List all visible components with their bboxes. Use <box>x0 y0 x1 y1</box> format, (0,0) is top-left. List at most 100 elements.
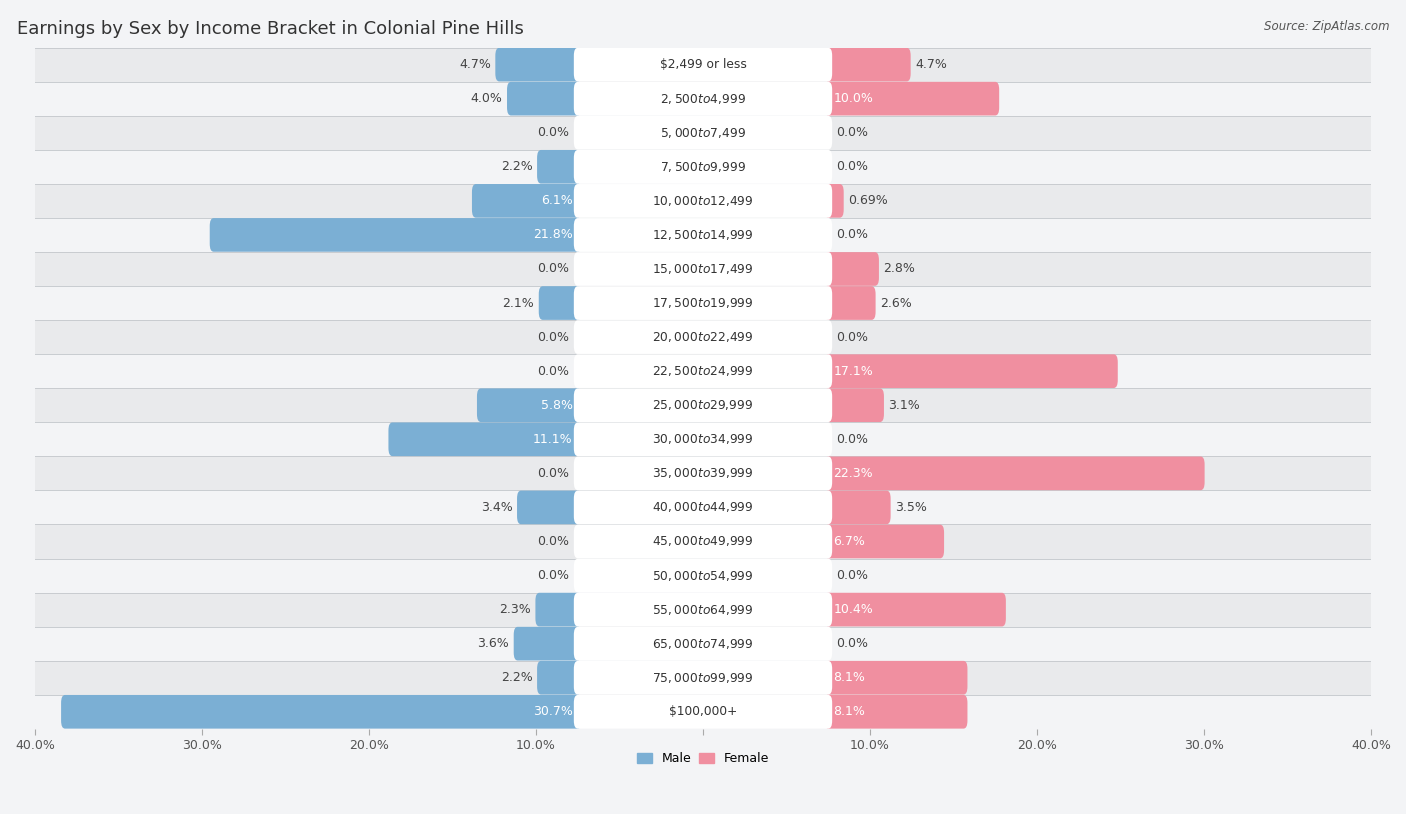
FancyBboxPatch shape <box>574 388 832 422</box>
FancyBboxPatch shape <box>35 695 1371 729</box>
FancyBboxPatch shape <box>209 218 582 252</box>
FancyBboxPatch shape <box>574 491 832 524</box>
Text: Source: ZipAtlas.com: Source: ZipAtlas.com <box>1264 20 1389 33</box>
Text: 30.7%: 30.7% <box>533 705 572 718</box>
FancyBboxPatch shape <box>35 218 1371 252</box>
FancyBboxPatch shape <box>35 661 1371 695</box>
FancyBboxPatch shape <box>60 695 582 729</box>
Text: 2.6%: 2.6% <box>880 296 911 309</box>
FancyBboxPatch shape <box>574 184 832 217</box>
FancyBboxPatch shape <box>35 286 1371 320</box>
Text: Earnings by Sex by Income Bracket in Colonial Pine Hills: Earnings by Sex by Income Bracket in Col… <box>17 20 524 38</box>
Text: $20,000 to $22,499: $20,000 to $22,499 <box>652 330 754 344</box>
FancyBboxPatch shape <box>35 320 1371 354</box>
FancyBboxPatch shape <box>574 82 832 116</box>
FancyBboxPatch shape <box>574 354 832 388</box>
FancyBboxPatch shape <box>824 457 1205 490</box>
Text: $100,000+: $100,000+ <box>669 705 737 718</box>
Text: 0.0%: 0.0% <box>537 467 569 479</box>
FancyBboxPatch shape <box>517 491 582 524</box>
FancyBboxPatch shape <box>35 47 1371 81</box>
Text: 3.1%: 3.1% <box>889 399 920 412</box>
Text: $35,000 to $39,999: $35,000 to $39,999 <box>652 466 754 480</box>
Text: 0.0%: 0.0% <box>837 637 869 650</box>
Text: $25,000 to $29,999: $25,000 to $29,999 <box>652 398 754 412</box>
Text: 2.8%: 2.8% <box>883 262 915 275</box>
FancyBboxPatch shape <box>538 287 582 320</box>
FancyBboxPatch shape <box>574 48 832 81</box>
Text: 10.0%: 10.0% <box>834 92 873 105</box>
Text: 0.0%: 0.0% <box>837 126 869 139</box>
Text: 21.8%: 21.8% <box>533 229 572 242</box>
Text: $22,500 to $24,999: $22,500 to $24,999 <box>652 364 754 379</box>
FancyBboxPatch shape <box>574 150 832 184</box>
Text: $12,500 to $14,999: $12,500 to $14,999 <box>652 228 754 242</box>
FancyBboxPatch shape <box>574 593 832 627</box>
Text: $10,000 to $12,499: $10,000 to $12,499 <box>652 194 754 208</box>
FancyBboxPatch shape <box>537 661 582 694</box>
Text: $65,000 to $74,999: $65,000 to $74,999 <box>652 637 754 650</box>
Legend: Male, Female: Male, Female <box>631 747 775 770</box>
FancyBboxPatch shape <box>574 422 832 456</box>
Text: 0.69%: 0.69% <box>848 195 887 208</box>
FancyBboxPatch shape <box>35 524 1371 558</box>
FancyBboxPatch shape <box>824 354 1118 388</box>
Text: $15,000 to $17,499: $15,000 to $17,499 <box>652 262 754 276</box>
Text: 2.2%: 2.2% <box>501 160 533 173</box>
FancyBboxPatch shape <box>574 661 832 694</box>
FancyBboxPatch shape <box>824 593 1005 627</box>
Text: 17.1%: 17.1% <box>834 365 873 378</box>
Text: 10.4%: 10.4% <box>834 603 873 616</box>
FancyBboxPatch shape <box>35 593 1371 627</box>
Text: 0.0%: 0.0% <box>837 433 869 446</box>
FancyBboxPatch shape <box>574 627 832 660</box>
Text: 0.0%: 0.0% <box>837 160 869 173</box>
FancyBboxPatch shape <box>35 150 1371 184</box>
Text: $2,500 to $4,999: $2,500 to $4,999 <box>659 92 747 106</box>
FancyBboxPatch shape <box>824 82 1000 116</box>
Text: 0.0%: 0.0% <box>837 330 869 344</box>
Text: $50,000 to $54,999: $50,000 to $54,999 <box>652 568 754 583</box>
Text: 0.0%: 0.0% <box>537 126 569 139</box>
FancyBboxPatch shape <box>824 252 879 286</box>
FancyBboxPatch shape <box>35 81 1371 116</box>
Text: 0.0%: 0.0% <box>837 229 869 242</box>
Text: 0.0%: 0.0% <box>537 535 569 548</box>
FancyBboxPatch shape <box>35 457 1371 490</box>
Text: 3.5%: 3.5% <box>896 501 927 514</box>
Text: $17,500 to $19,999: $17,500 to $19,999 <box>652 296 754 310</box>
FancyBboxPatch shape <box>35 490 1371 524</box>
Text: 6.1%: 6.1% <box>541 195 572 208</box>
Text: $2,499 or less: $2,499 or less <box>659 58 747 71</box>
Text: 2.1%: 2.1% <box>502 296 534 309</box>
Text: 6.7%: 6.7% <box>834 535 865 548</box>
FancyBboxPatch shape <box>574 218 832 252</box>
Text: 4.7%: 4.7% <box>915 58 948 71</box>
Text: 4.0%: 4.0% <box>471 92 502 105</box>
FancyBboxPatch shape <box>574 287 832 320</box>
FancyBboxPatch shape <box>824 184 844 217</box>
FancyBboxPatch shape <box>824 525 943 558</box>
FancyBboxPatch shape <box>574 558 832 593</box>
Text: $45,000 to $49,999: $45,000 to $49,999 <box>652 535 754 549</box>
Text: 8.1%: 8.1% <box>834 672 865 685</box>
FancyBboxPatch shape <box>824 491 890 524</box>
Text: 3.4%: 3.4% <box>481 501 513 514</box>
FancyBboxPatch shape <box>824 388 884 422</box>
Text: 0.0%: 0.0% <box>537 365 569 378</box>
Text: 4.7%: 4.7% <box>458 58 491 71</box>
Text: 8.1%: 8.1% <box>834 705 865 718</box>
FancyBboxPatch shape <box>35 388 1371 422</box>
FancyBboxPatch shape <box>574 457 832 490</box>
Text: $7,500 to $9,999: $7,500 to $9,999 <box>659 160 747 173</box>
FancyBboxPatch shape <box>472 184 582 217</box>
Text: $75,000 to $99,999: $75,000 to $99,999 <box>652 671 754 685</box>
FancyBboxPatch shape <box>537 150 582 184</box>
Text: $40,000 to $44,999: $40,000 to $44,999 <box>652 501 754 514</box>
Text: $55,000 to $64,999: $55,000 to $64,999 <box>652 602 754 616</box>
FancyBboxPatch shape <box>35 116 1371 150</box>
FancyBboxPatch shape <box>574 252 832 286</box>
FancyBboxPatch shape <box>35 184 1371 218</box>
Text: 22.3%: 22.3% <box>834 467 873 479</box>
Text: $30,000 to $34,999: $30,000 to $34,999 <box>652 432 754 446</box>
